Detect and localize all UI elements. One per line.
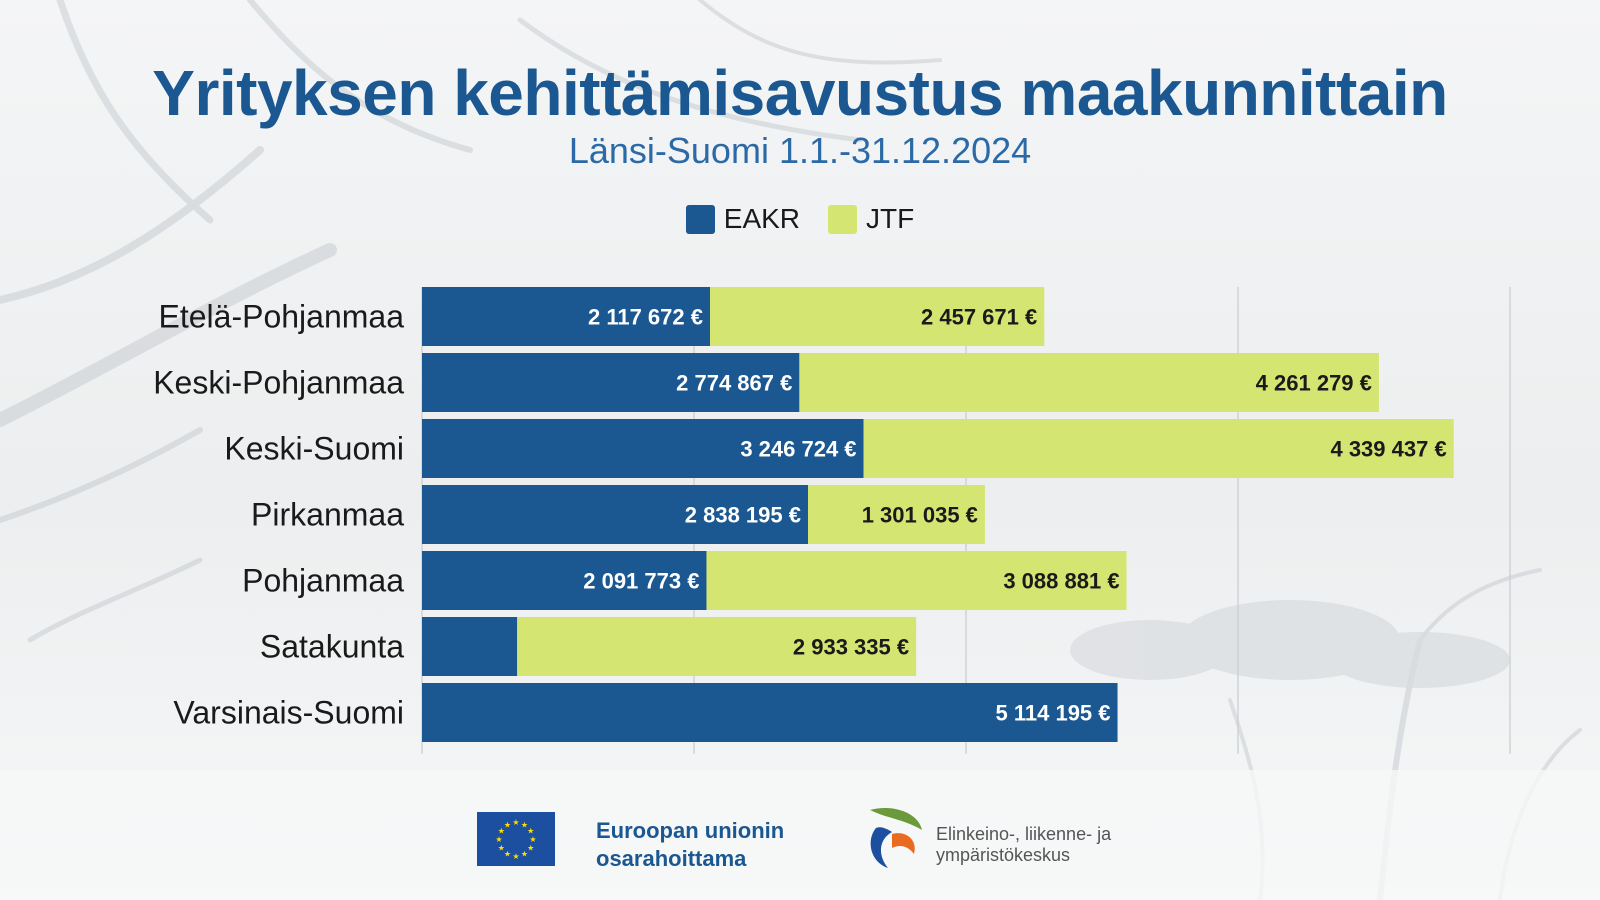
legend-label-eakr: EAKR — [723, 203, 801, 234]
ely-centre-text: Elinkeino-, liikenne- ja ympäristökeskus — [936, 824, 1111, 866]
bar-eakr — [422, 419, 864, 478]
eu-flag-logo: ★★★★★★★★★ ★ ★★ — [477, 812, 555, 866]
data-label-eakr: 3 246 724 € — [740, 437, 856, 462]
data-label-jtf: 4 339 437 € — [1330, 437, 1446, 462]
eu-star: ★ — [504, 850, 511, 859]
footer: ★ ★ ★ ★ ★ ★ ★ ★ ★ ★ ★ ★ Euroopan unionin osarahoitt… — [0, 800, 1600, 890]
eu-star: ★ — [512, 818, 519, 827]
bar-eakr — [422, 353, 800, 412]
data-label-jtf: 1 301 035 € — [862, 503, 978, 528]
eu-star: ★ — [527, 844, 534, 853]
legend-swatch-jtf — [828, 204, 858, 234]
category-label: Varsinais-Suomi — [173, 695, 404, 731]
data-label-jtf: 4 261 279 € — [1256, 371, 1372, 396]
bar-eakr — [422, 683, 1118, 742]
ely-centre-line-2: ympäristökeskus — [936, 845, 1071, 865]
data-label-eakr: 2 774 867 € — [676, 371, 792, 396]
data-label-jtf: 2 933 335 € — [793, 635, 909, 660]
category-label: Keski-Pohjanmaa — [153, 365, 404, 401]
data-label-jtf: 3 088 881 € — [1003, 569, 1119, 594]
eu-star: ★ — [495, 835, 502, 844]
eu-funding-text: Euroopan unionin osarahoittama — [596, 817, 784, 873]
category-label: Pirkanmaa — [251, 497, 404, 533]
eu-star: ★ — [498, 844, 505, 853]
bar-eakr — [422, 551, 707, 610]
ely-centre-line-1: Elinkeino-, liikenne- ja — [936, 824, 1112, 844]
category-label: Etelä-Pohjanmaa — [159, 299, 405, 335]
eu-funding-line-2: osarahoittama — [596, 846, 747, 871]
eu-star: ★ — [512, 852, 519, 861]
ely-logo — [870, 808, 922, 868]
data-label-eakr: 2 838 195 € — [685, 503, 801, 528]
eu-star: ★ — [521, 850, 528, 859]
legend-item-eakr: EAKR — [685, 203, 801, 235]
eu-star: ★ — [527, 827, 534, 836]
bar-jtf — [799, 353, 1379, 412]
category-label: Satakunta — [260, 629, 404, 665]
eu-funding-line-1: Euroopan unionin — [596, 818, 785, 843]
data-label-eakr: 2 117 672 € — [588, 305, 703, 330]
bar-eakr — [422, 287, 711, 346]
legend-item-jtf: JTF — [828, 203, 914, 235]
eu-star: ★ — [529, 835, 536, 844]
stacked-bar-chart: Etelä-Pohjanmaa 2 117 672 € 2 457 671 € Kes… — [153, 287, 1511, 754]
eu-star: ★ — [498, 827, 505, 836]
category-label: Pohjanmaa — [242, 563, 404, 599]
data-label-eakr: 2 091 773 € — [583, 569, 699, 594]
data-label-eakr: 5 114 195 € — [996, 701, 1111, 726]
category-label: Keski-Suomi — [224, 431, 404, 467]
chart-subtitle: Länsi-Suomi 1.1.-31.12.2024 — [568, 130, 1032, 171]
bar-jtf — [710, 287, 1045, 346]
chart-title: Yrityksen kehittämisavustus maakunnittai… — [152, 57, 1448, 129]
eu-star: ★ — [504, 820, 511, 829]
data-label-jtf: 2 457 671 € — [921, 305, 1037, 330]
bar-jtf — [863, 419, 1454, 478]
bar-jtf — [706, 551, 1127, 610]
chart-legend: EAKR JTF — [0, 203, 1600, 235]
bar-jtf — [517, 617, 917, 676]
eu-star: ★ — [521, 820, 528, 829]
legend-label-jtf: JTF — [866, 203, 915, 234]
bar-eakr — [422, 617, 518, 676]
bar-eakr — [422, 485, 808, 544]
bar-jtf — [807, 485, 985, 544]
legend-swatch-eakr — [685, 204, 715, 234]
